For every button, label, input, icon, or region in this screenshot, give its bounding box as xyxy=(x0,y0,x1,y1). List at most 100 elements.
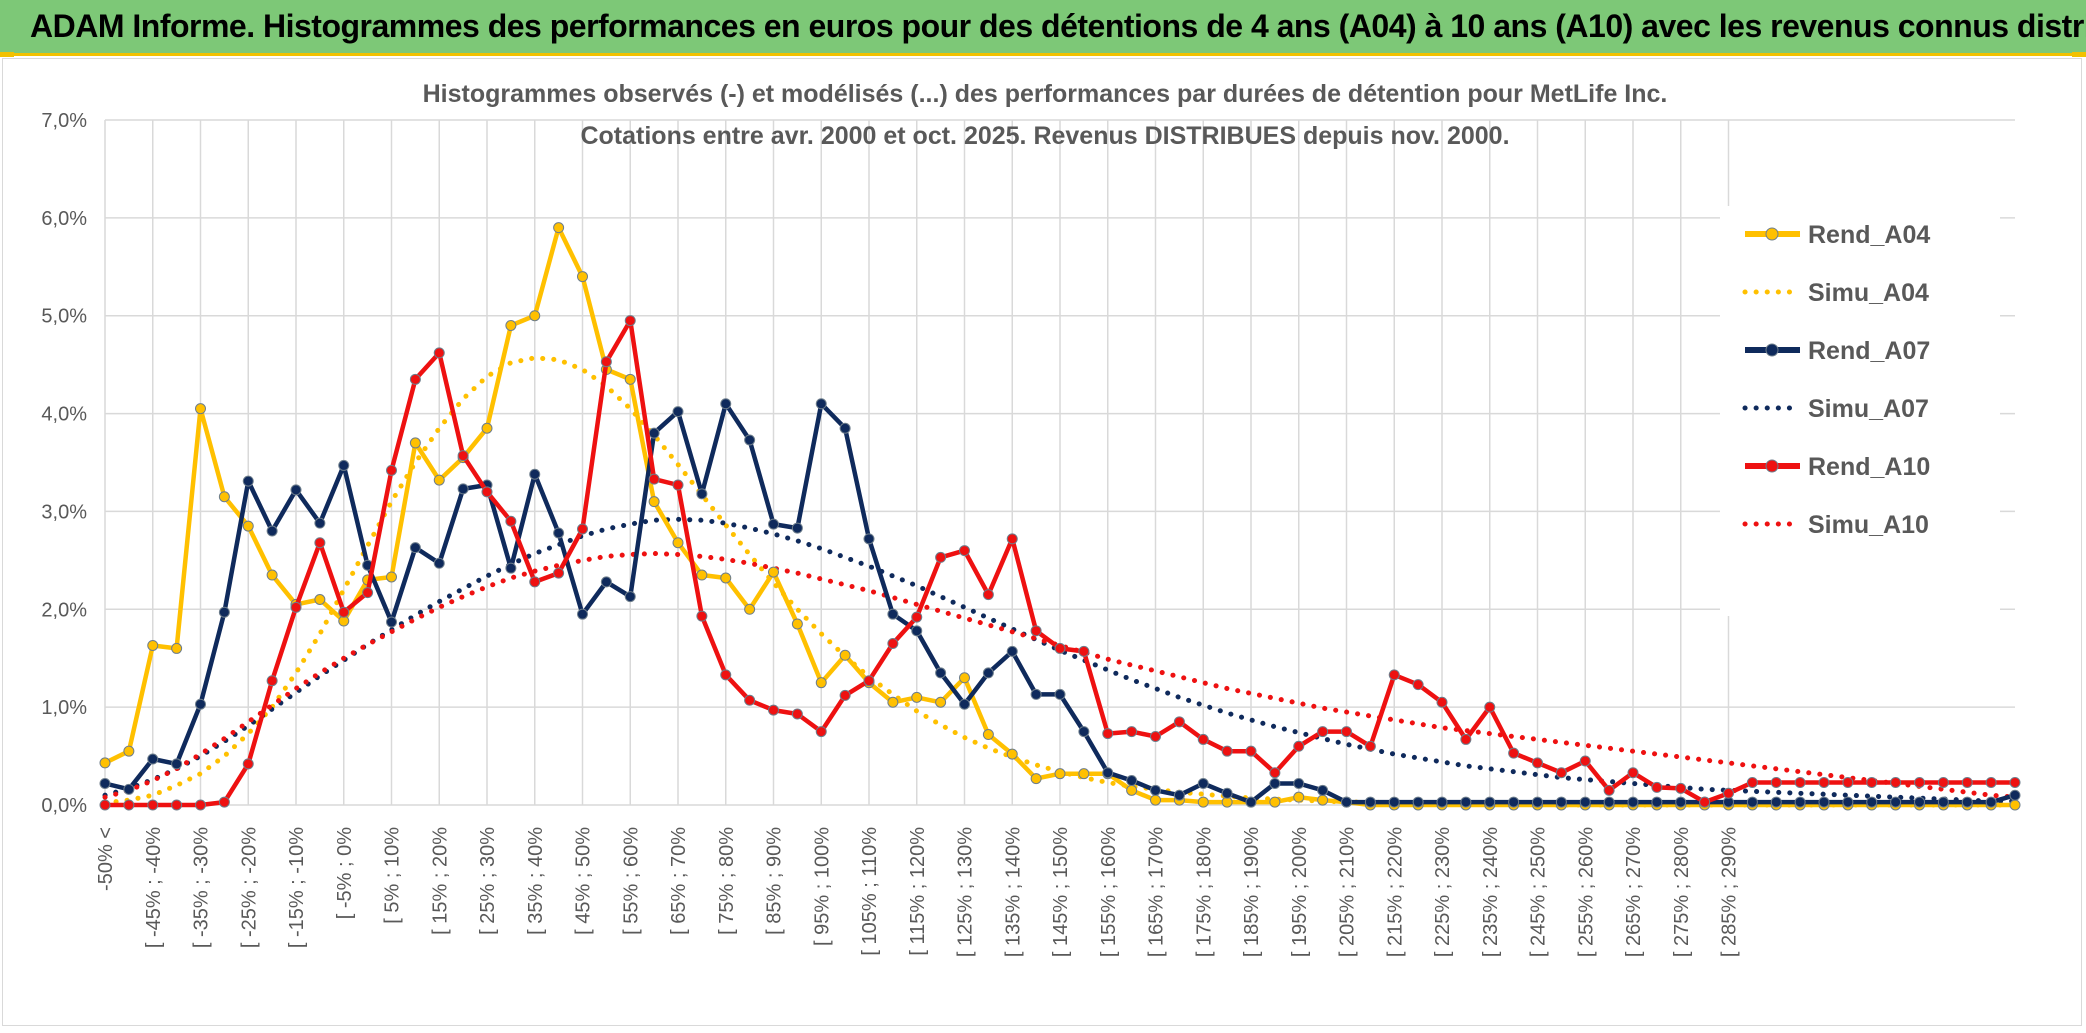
data-point-rend_a07 xyxy=(959,698,970,710)
x-tick-label: [ 265% ; 270% xyxy=(1623,827,1645,957)
data-point-rend_a07 xyxy=(147,753,159,765)
data-point-rend_a10 xyxy=(1197,733,1209,745)
data-point-rend_a10 xyxy=(791,708,803,720)
data-point-rend_a10 xyxy=(1460,733,1472,745)
x-tick-label: [ -15% ; -10% xyxy=(286,827,308,948)
data-point-rend_a07 xyxy=(314,517,326,529)
data-point-rend_a10 xyxy=(123,799,135,811)
data-point-rend_a04 xyxy=(1078,768,1090,780)
data-point-rend_a04 xyxy=(672,537,684,549)
data-point-rend_a10 xyxy=(839,689,851,701)
data-point-rend_a07 xyxy=(720,398,732,410)
data-point-rend_a04 xyxy=(1126,784,1138,796)
data-point-rend_a10 xyxy=(1579,755,1591,767)
data-point-rend_a10 xyxy=(648,473,660,485)
data-point-rend_a10 xyxy=(362,587,374,599)
data-point-rend_a07 xyxy=(1555,796,1567,808)
data-point-rend_a07 xyxy=(1985,796,1997,808)
chart-subtitle: Cotations entre avr. 2000 et oct. 2025. … xyxy=(580,122,1509,150)
data-point-rend_a04 xyxy=(147,639,159,651)
x-tick-label: [ 175% ; 180% xyxy=(1193,827,1215,957)
data-point-rend_a07 xyxy=(1914,796,1925,808)
data-point-rend_a04 xyxy=(935,696,947,708)
data-point-rend_a07 xyxy=(99,777,111,789)
data-point-rend_a04 xyxy=(433,474,445,486)
x-tick-label: [ 25% ; 30% xyxy=(477,827,499,935)
data-point-rend_a10 xyxy=(1030,625,1042,637)
y-tick-label: 2,0% xyxy=(41,599,87,621)
data-point-rend_a04 xyxy=(1006,748,1018,760)
x-tick-label: [ 165% ; 170% xyxy=(1146,827,1168,957)
data-point-rend_a07 xyxy=(1508,796,1520,808)
data-point-rend_a10 xyxy=(1746,776,1758,788)
data-point-rend_a04 xyxy=(386,571,397,583)
data-point-rend_a04 xyxy=(314,594,326,605)
data-point-rend_a10 xyxy=(1412,679,1424,691)
data-point-rend_a07 xyxy=(386,616,397,628)
data-point-rend_a07 xyxy=(577,608,588,620)
data-point-rend_a04 xyxy=(720,572,732,584)
data-point-rend_a04 xyxy=(266,569,278,581)
data-point-rend_a07 xyxy=(1937,796,1949,808)
data-point-rend_a04 xyxy=(505,320,517,331)
data-point-rend_a07 xyxy=(1197,777,1209,789)
data-point-rend_a07 xyxy=(1126,775,1138,787)
data-point-rend_a07 xyxy=(815,398,827,410)
data-point-rend_a07 xyxy=(505,562,517,574)
data-point-rend_a07 xyxy=(887,608,899,620)
data-point-rend_a07 xyxy=(1317,784,1329,796)
data-point-rend_a07 xyxy=(290,484,302,496)
data-point-rend_a07 xyxy=(529,468,541,480)
data-point-rend_a07 xyxy=(1150,784,1161,796)
data-point-rend_a10 xyxy=(982,589,994,601)
data-point-rend_a07 xyxy=(1866,796,1878,808)
data-point-rend_a10 xyxy=(744,694,756,706)
x-tick-label: [ 255% ; 260% xyxy=(1575,827,1597,957)
data-point-rend_a04 xyxy=(911,691,923,703)
data-point-rend_a04 xyxy=(1150,794,1161,806)
data-point-rend_a10 xyxy=(815,726,827,738)
x-tick-label: [ 135% ; 140% xyxy=(1002,827,1024,957)
data-point-rend_a04 xyxy=(1197,796,1209,808)
legend-label-rend_a10: Rend_A10 xyxy=(1808,453,1930,481)
x-tick-label: [ 65% ; 70% xyxy=(668,827,690,935)
x-tick-label: [ 145% ; 150% xyxy=(1050,827,1072,957)
data-point-rend_a07 xyxy=(1412,796,1424,808)
data-point-rend_a07 xyxy=(1173,789,1185,801)
data-point-rend_a04 xyxy=(768,566,779,578)
data-point-rend_a07 xyxy=(1054,688,1066,700)
data-point-rend_a07 xyxy=(1961,796,1973,808)
data-point-rend_a10 xyxy=(1221,745,1233,757)
data-point-rend_a10 xyxy=(1484,701,1496,713)
data-point-rend_a07 xyxy=(1436,796,1448,808)
x-tick-label: [ 125% ; 130% xyxy=(955,827,977,957)
data-point-rend_a10 xyxy=(409,373,421,385)
data-point-rend_a10 xyxy=(505,515,517,527)
y-tick-label: 5,0% xyxy=(41,306,87,328)
data-point-rend_a10 xyxy=(1532,757,1543,769)
data-point-rend_a07 xyxy=(1269,777,1281,789)
x-tick-label: [ 275% ; 280% xyxy=(1671,827,1693,957)
data-point-rend_a10 xyxy=(1341,726,1352,738)
series-line-simu_a10 xyxy=(102,550,2018,800)
data-point-rend_a07 xyxy=(1794,796,1806,808)
x-tick-label: [ 85% ; 90% xyxy=(764,827,786,935)
data-point-rend_a10 xyxy=(696,610,708,622)
data-point-rend_a10 xyxy=(1269,767,1281,779)
data-point-rend_a07 xyxy=(648,427,660,439)
x-tick-label: [ -45% ; -40% xyxy=(143,827,165,948)
y-tick-label: 1,0% xyxy=(41,697,87,719)
x-tick-label: [ 5% ; 10% xyxy=(382,827,404,924)
data-point-rend_a07 xyxy=(1364,796,1376,808)
data-point-rend_a04 xyxy=(123,745,135,757)
data-point-rend_a07 xyxy=(1221,787,1233,799)
legend-label-simu_a04: Simu_A04 xyxy=(1808,279,1929,307)
data-point-rend_a10 xyxy=(218,796,230,808)
y-tick-label: 4,0% xyxy=(41,404,87,426)
legend-marker-rend_a07 xyxy=(1765,343,1779,357)
data-point-rend_a04 xyxy=(624,373,636,385)
corner-mark-right xyxy=(2072,52,2086,57)
data-point-rend_a10 xyxy=(935,551,947,563)
data-point-rend_a07 xyxy=(218,606,230,618)
data-point-rend_a04 xyxy=(839,649,851,661)
